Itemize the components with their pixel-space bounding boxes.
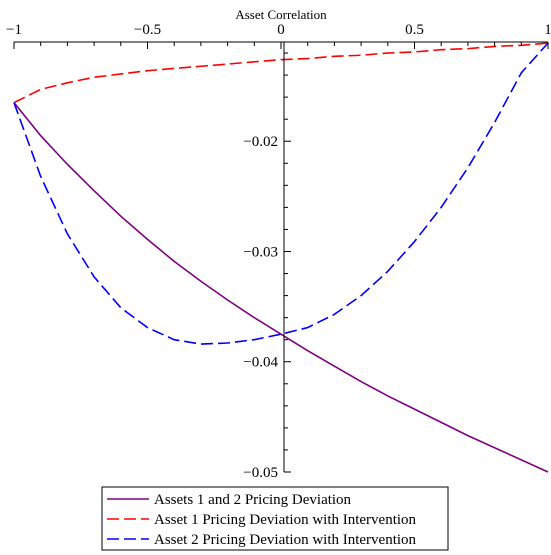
legend-label-0: Assets 1 and 2 Pricing Deviation [154, 492, 352, 508]
x-tick-label: −1 [6, 22, 22, 38]
x-tick-label: 1 [544, 22, 551, 38]
x-tick-label: 0.5 [405, 22, 424, 38]
y-tick-label: −0.02 [243, 134, 278, 150]
x-tick-label: 0 [277, 22, 285, 38]
legend-label-2: Asset 2 Pricing Deviation with Intervent… [154, 532, 417, 548]
y-tick-label: −0.04 [243, 355, 278, 371]
x-axis-title: Asset Correlation [235, 7, 327, 22]
y-tick-label: −0.03 [243, 244, 278, 260]
plot-area [13, 42, 549, 473]
legend-label-1: Asset 1 Pricing Deviation with Intervent… [154, 512, 417, 528]
y-tick-label: −0.05 [243, 465, 278, 481]
series-line-2 [13, 42, 549, 345]
legend: Assets 1 and 2 Pricing Deviation Asset 1 … [101, 486, 449, 551]
axes: −1 −0.5 0 0.5 1 Asset Correlation −0.02 −0.03 −0… [6, 7, 551, 481]
legend-box [101, 486, 449, 551]
series-line-1 [13, 42, 549, 104]
x-tick-label: −0.5 [134, 22, 161, 38]
series-line-0 [13, 102, 549, 473]
